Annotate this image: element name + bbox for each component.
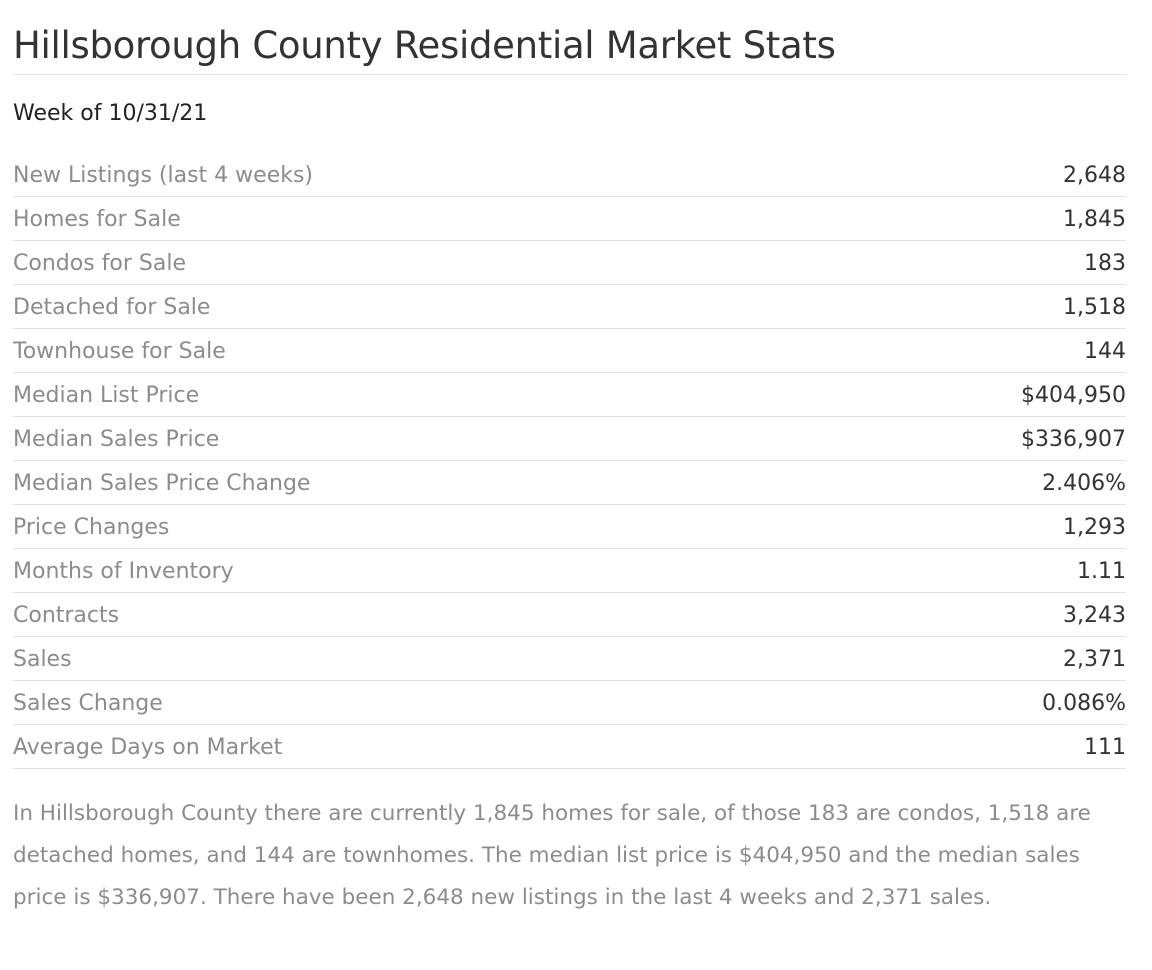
stats-row-median-list-price: Median List Price $404,950: [13, 373, 1126, 417]
stat-label: Townhouse for Sale: [13, 339, 226, 364]
stat-label: Months of Inventory: [13, 559, 234, 584]
market-summary-paragraph: In Hillsborough County there are current…: [13, 801, 1091, 910]
week-label: Week of 10/31/21: [13, 101, 208, 126]
stat-value: 2,371: [1063, 647, 1126, 672]
stat-value: 2,648: [1063, 163, 1126, 188]
stat-value: $336,907: [1021, 427, 1126, 452]
stats-row-months-of-inventory: Months of Inventory 1.11: [13, 549, 1126, 593]
stat-label: Price Changes: [13, 515, 170, 540]
stat-value: 144: [1084, 339, 1126, 364]
stats-row-average-days-on-market: Average Days on Market 111: [13, 725, 1126, 769]
stats-row-median-sales-price: Median Sales Price $336,907: [13, 417, 1126, 461]
stat-label: Homes for Sale: [13, 207, 181, 232]
title-divider: [13, 74, 1126, 75]
stat-label: Median Sales Price: [13, 427, 220, 452]
stat-value: 1,518: [1063, 295, 1126, 320]
stat-value: 3,243: [1063, 603, 1126, 628]
market-stats-page: Hillsborough County Residential Market S…: [13, 0, 1126, 919]
stat-value: 2.406%: [1042, 471, 1126, 496]
stat-value: $404,950: [1021, 383, 1126, 408]
stat-label: Condos for Sale: [13, 251, 186, 276]
stat-label: New Listings (last 4 weeks): [13, 163, 314, 188]
page-title: Hillsborough County Residential Market S…: [13, 24, 836, 67]
stats-row-condos-for-sale: Condos for Sale 183: [13, 241, 1126, 285]
stat-label: Median List Price: [13, 383, 200, 408]
stat-value: 1,293: [1063, 515, 1126, 540]
stats-row-median-sales-price-change: Median Sales Price Change 2.406%: [13, 461, 1126, 505]
stats-row-detached-for-sale: Detached for Sale 1,518: [13, 285, 1126, 329]
stat-label: Average Days on Market: [13, 735, 283, 760]
stat-value: 1,845: [1063, 207, 1126, 232]
stats-row-homes-for-sale: Homes for Sale 1,845: [13, 197, 1126, 241]
stats-row-price-changes: Price Changes 1,293: [13, 505, 1126, 549]
stats-row-new-listings: New Listings (last 4 weeks) 2,648: [13, 153, 1126, 197]
stats-row-contracts: Contracts 3,243: [13, 593, 1126, 637]
stat-value: 111: [1084, 735, 1126, 760]
stats-table: New Listings (last 4 weeks) 2,648 Homes …: [13, 153, 1126, 769]
stat-value: 0.086%: [1042, 691, 1126, 716]
stat-label: Contracts: [13, 603, 120, 628]
stat-value: 183: [1084, 251, 1126, 276]
stats-row-sales-change: Sales Change 0.086%: [13, 681, 1126, 725]
stat-value: 1.11: [1077, 559, 1126, 584]
stat-label: Sales: [13, 647, 72, 672]
stats-row-townhouse-for-sale: Townhouse for Sale 144: [13, 329, 1126, 373]
stats-row-sales: Sales 2,371: [13, 637, 1126, 681]
stat-label: Detached for Sale: [13, 295, 211, 320]
stat-label: Sales Change: [13, 691, 163, 716]
stat-label: Median Sales Price Change: [13, 471, 311, 496]
